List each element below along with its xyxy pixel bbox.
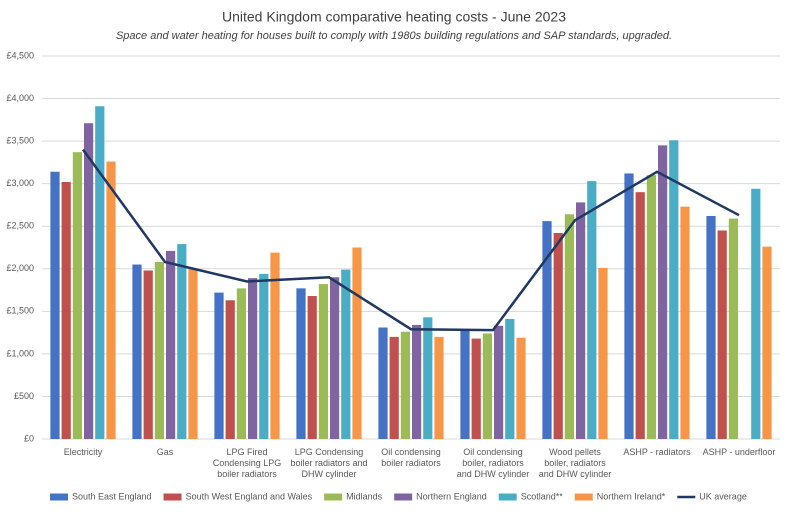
chart-title: United Kingdom comparative heating costs… (222, 9, 566, 25)
bar (177, 244, 187, 439)
line (81, 148, 740, 332)
bar (154, 261, 164, 439)
bar (318, 284, 328, 439)
bar (494, 325, 504, 439)
bar (378, 327, 388, 439)
bar (460, 329, 470, 439)
x-tick-label: LPG Fired Condensing LPG boiler radiator… (212, 447, 282, 479)
bar (564, 214, 574, 439)
x-tick-label: Gas (156, 447, 174, 457)
bar (389, 336, 399, 439)
legend-swatch (574, 493, 593, 501)
bar (635, 192, 645, 439)
y-tick-label: £1,500 (6, 306, 34, 316)
bar (270, 252, 280, 439)
y-tick-label: £3,000 (6, 178, 34, 188)
bar (50, 171, 60, 440)
bar (423, 317, 433, 439)
y-tick-label: £2,000 (6, 263, 34, 273)
legend-label: South East England (72, 491, 152, 501)
x-tick-label: ASHP - underfloor (702, 447, 776, 457)
y-tick-label: £2,500 (6, 221, 34, 231)
legend-swatch (498, 493, 517, 501)
bar (680, 206, 690, 439)
legend-swatch (394, 493, 413, 501)
x-tick-label: Wood pellets boiler, radiators and DHW c… (538, 447, 612, 479)
y-tick-label: £1,000 (6, 348, 34, 358)
x-tick-label: Electricity (63, 447, 103, 457)
bar (646, 175, 656, 439)
bar (259, 273, 269, 439)
bar (84, 123, 94, 439)
x-tick-label: LPG Condensing boiler radiators and DHW … (290, 447, 368, 479)
bar (236, 288, 246, 439)
bar (214, 292, 224, 439)
x-tick-label: Oil condensing boiler radiators (381, 447, 441, 468)
legend-label: UK average (699, 491, 747, 501)
bar (166, 250, 176, 439)
bar (658, 145, 668, 439)
legend-label: Northern England (416, 491, 487, 501)
bar (624, 173, 634, 439)
chart-subtitle: Space and water heating for houses built… (116, 30, 672, 42)
bar (598, 267, 608, 439)
bar (61, 181, 71, 439)
bar (352, 247, 362, 439)
bar (505, 318, 515, 439)
bar (143, 270, 153, 439)
legend-label: South West England and Wales (186, 491, 313, 501)
bar (188, 268, 198, 439)
y-tick-label: £4,500 (6, 50, 34, 60)
y-tick-label: £4,000 (6, 93, 34, 103)
bar (400, 331, 410, 439)
x-tick-label: ASHP - radiators (623, 447, 691, 457)
bar (516, 337, 526, 439)
bar (412, 324, 422, 439)
bar (553, 233, 563, 439)
y-tick-label: £500 (14, 391, 34, 401)
bar (669, 140, 679, 439)
bar (576, 202, 586, 439)
bar (330, 277, 340, 439)
legend-swatch (324, 493, 343, 501)
bar (307, 296, 317, 439)
bar (706, 216, 716, 439)
bar (248, 278, 258, 439)
bar (587, 181, 597, 439)
bar (751, 188, 761, 439)
y-tick-label: £0 (24, 433, 34, 443)
bar (225, 300, 235, 439)
bar (434, 336, 444, 439)
x-tick-label: Oil condensing boiler, radiators and DHW… (456, 447, 530, 479)
legend-swatch (50, 493, 68, 501)
bar (296, 288, 306, 439)
bar (95, 106, 105, 440)
bar (762, 246, 772, 439)
bar (542, 221, 552, 439)
bar (132, 264, 142, 439)
bar (717, 230, 727, 439)
bar (482, 333, 492, 439)
bar (72, 152, 82, 440)
bar (106, 161, 116, 439)
bar (728, 218, 738, 439)
legend-swatch (163, 493, 182, 501)
legend-label: Midlands (346, 491, 383, 501)
bar (471, 338, 481, 439)
bar (341, 269, 351, 439)
y-tick-label: £3,500 (6, 135, 34, 145)
legend-label: Scotland** (521, 491, 564, 501)
legend-label: Northern Ireland* (597, 491, 666, 501)
